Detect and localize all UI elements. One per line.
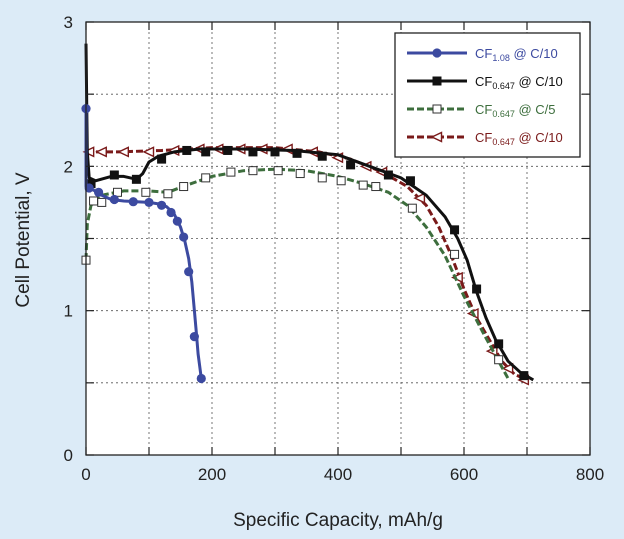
y-tick-label: 0 [64, 446, 73, 465]
legend-label: CF0.647 @ C/10 [475, 74, 563, 91]
series-3-point [336, 176, 346, 186]
series-3-point [371, 182, 381, 192]
legend-entry-3: CF0.647 @ C/5 [407, 102, 556, 119]
axis-titles: Specific Capacity, mAh/g Cell Potential,… [13, 172, 443, 531]
series-3-point [97, 197, 107, 207]
series-2-point [131, 174, 141, 184]
series-2-point [109, 170, 119, 180]
series-3-point [273, 166, 283, 176]
series-1-point [109, 194, 119, 205]
series-2-point [86, 179, 96, 189]
legend-label: CF0.647 @ C/10 [475, 130, 563, 147]
series-3-point [226, 167, 236, 177]
x-tick-label: 0 [81, 465, 90, 484]
series-1-point [196, 373, 206, 384]
y-tick-label: 3 [64, 13, 73, 32]
series-2-point [157, 154, 167, 164]
series-4-point [142, 146, 155, 158]
series-1-point [184, 267, 194, 277]
series-3-point [163, 189, 173, 199]
series-3-point [248, 166, 258, 176]
series-1-point [179, 232, 189, 242]
series-1 [81, 104, 206, 384]
series-3-line [84, 167, 510, 380]
y-tick-label: 2 [64, 157, 73, 176]
series-4-point [117, 146, 130, 158]
series-3-point [358, 180, 368, 190]
series-4-point [95, 146, 107, 158]
legend-entry-4: CF0.647 @ C/10 [407, 130, 563, 147]
y-tick-label: 1 [64, 302, 73, 321]
series-4-point [501, 362, 514, 375]
series-3-point [407, 203, 417, 213]
series-2-point [248, 147, 258, 157]
legend-entry-2: CF0.647 @ C/10 [407, 74, 563, 91]
series-4-point [413, 192, 426, 204]
tick-marks [85, 21, 591, 456]
series-3-point [450, 249, 460, 259]
series-2-point [201, 147, 211, 157]
series-2-point [292, 148, 302, 158]
series-2-point [494, 339, 504, 349]
x-axis-title: Specific Capacity, mAh/g [233, 510, 443, 531]
grid-lines [86, 22, 590, 455]
y-axis-title: Cell Potential, V [13, 172, 34, 308]
series-1-point [128, 197, 138, 207]
series-3 [81, 166, 510, 380]
series-3-point [89, 196, 99, 206]
series-2-point [346, 160, 356, 170]
series-2-point [223, 145, 233, 155]
series-3-point [295, 169, 305, 179]
series-2-point [472, 284, 482, 294]
series-2-point [519, 371, 529, 381]
x-tick-label: 800 [576, 465, 604, 484]
series-2-point [383, 170, 393, 180]
series-3-point [494, 355, 504, 365]
series-1-point [84, 183, 94, 193]
tick-labels: 0 200 400 600 800 0 1 2 3 [64, 13, 605, 484]
legend-swatch-marker [432, 48, 442, 58]
series-3-point [141, 187, 151, 197]
series-group [81, 43, 535, 386]
x-tick-label: 600 [450, 465, 478, 484]
legend-swatch-marker [430, 131, 443, 143]
legend-swatch-marker [432, 76, 442, 86]
series-3-point [317, 173, 327, 183]
series-2-point [317, 151, 327, 161]
x-tick-label: 400 [324, 465, 352, 484]
legend-entry-1: CF1.08 @ C/10 [407, 46, 558, 63]
series-1-point [94, 187, 104, 197]
series-2-point [270, 147, 280, 157]
legend-swatch-marker [432, 104, 442, 114]
legend: CF1.08 @ C/10 CF0.647 @ C/10 CF0.647 @ C/5… [394, 32, 581, 158]
series-1-point [144, 197, 154, 208]
series-1-point [189, 332, 199, 342]
legend-label: CF1.08 @ C/10 [475, 46, 558, 63]
series-1-point [157, 200, 167, 210]
series-1-point [172, 216, 182, 226]
series-2-point [450, 225, 460, 235]
legend-label: CF0.647 @ C/5 [475, 102, 556, 119]
series-4-line [86, 146, 528, 382]
series-2-point [182, 145, 192, 155]
series-2 [84, 43, 535, 382]
series-3-point [201, 173, 211, 183]
series-1-point [166, 207, 176, 218]
series-3-point [179, 182, 189, 192]
series-2-point [405, 176, 415, 186]
x-tick-label: 200 [198, 465, 226, 484]
